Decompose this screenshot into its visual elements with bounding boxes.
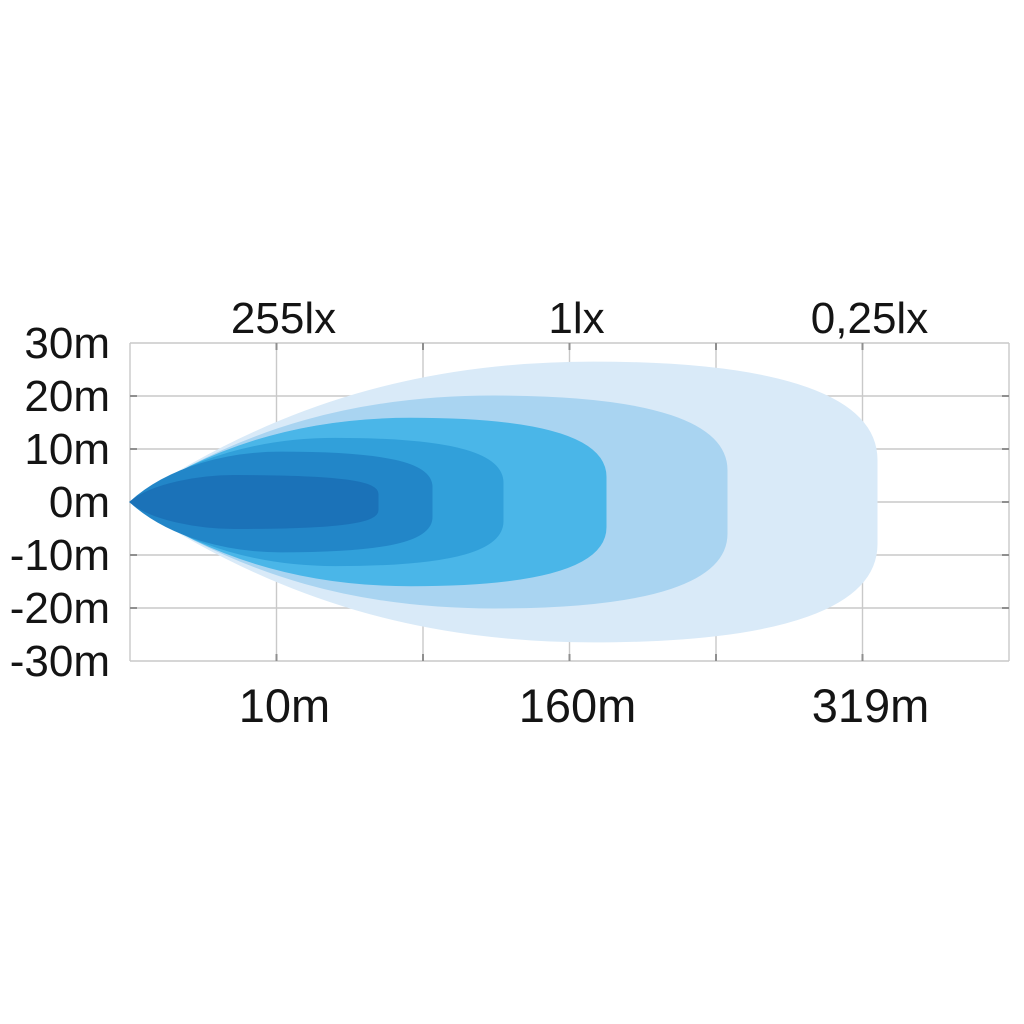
y-axis-tick-label: 10m — [24, 425, 110, 474]
y-axis-tick-label: -10m — [10, 531, 110, 580]
lux-label: 255lx — [231, 294, 336, 343]
y-axis-tick-label: 30m — [24, 319, 110, 368]
zone-core-255lx — [129, 474, 379, 530]
beam-zone-layer — [129, 361, 878, 643]
lux-label: 1lx — [548, 294, 604, 343]
y-axis-tick-label: -30m — [10, 637, 110, 686]
distance-label: 160m — [519, 679, 637, 732]
distance-label: 10m — [239, 679, 330, 732]
y-axis-tick-label: -20m — [10, 584, 110, 633]
lux-label: 0,25lx — [811, 294, 928, 343]
y-axis-tick-label: 0m — [49, 478, 110, 527]
distance-label: 319m — [812, 679, 930, 732]
y-axis-tick-label: 20m — [24, 372, 110, 421]
